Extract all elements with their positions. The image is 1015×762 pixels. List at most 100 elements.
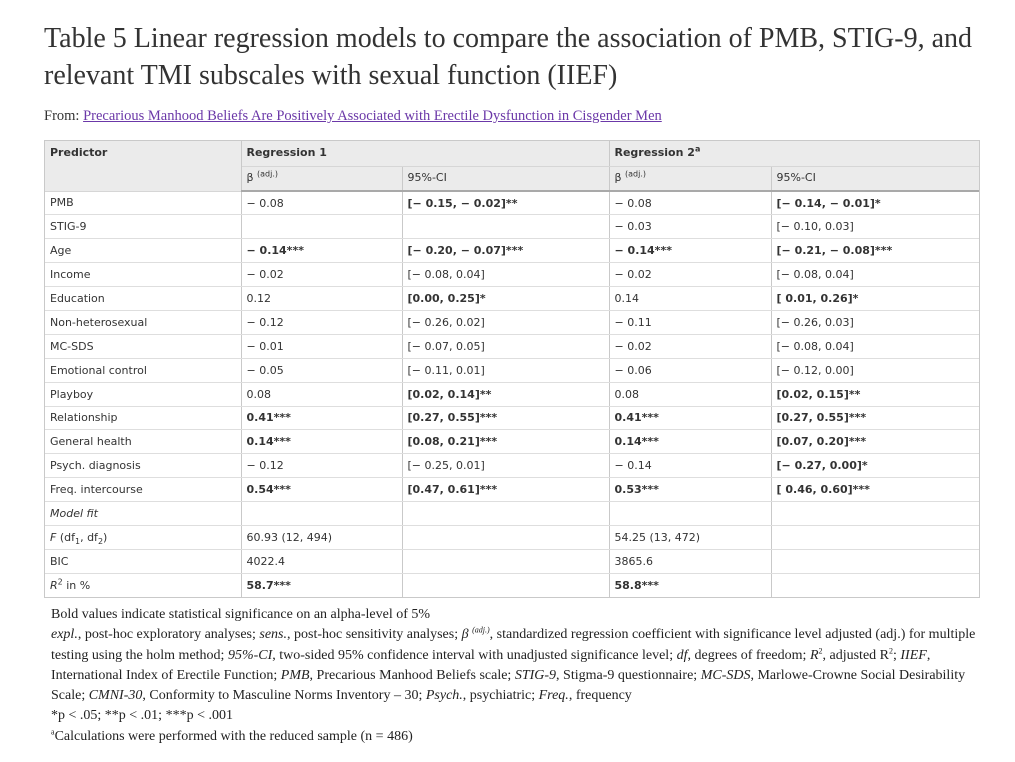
cell-predictor: BIC — [45, 549, 242, 574]
table-row: Non-heterosexual − 0.12 [− 0.26, 0.02] − 0.… — [45, 310, 979, 335]
cell-r1-ci: [− 0.07, 0.05] — [402, 334, 610, 359]
table-row: F (df1, df2) 60.93 (12, 494) 54.25 (13, 47… — [45, 525, 979, 550]
header-beta-2: β (adj.) — [609, 166, 772, 192]
table-row: Playboy 0.08 [0.02, 0.14]** 0.08 [0.02, 0.15… — [45, 382, 979, 407]
cell-r2-beta: − 0.03 — [609, 214, 772, 240]
cell-r2-beta: 58.8*** — [609, 573, 772, 598]
table-row: PMB − 0.08 [− 0.15, − 0.02]** − 0.08 [− 0.14… — [45, 191, 979, 216]
cell-r1-beta: 0.54*** — [241, 477, 403, 503]
cell-r1-beta: − 0.05 — [241, 358, 403, 383]
cell-predictor: PMB — [45, 191, 242, 216]
table-body: PMB − 0.08 [− 0.15, − 0.02]** − 0.08 [− 0.14… — [45, 191, 979, 598]
cell-r1-beta: − 0.12 — [241, 453, 403, 479]
cell-r1-beta: − 0.01 — [241, 334, 403, 359]
table-row: BIC 4022.4 3865.6 — [45, 549, 979, 574]
cell-r1-beta: − 0.02 — [241, 262, 403, 288]
cell-predictor: Age — [45, 238, 242, 264]
table-row: Age − 0.14*** [− 0.20, − 0.07]*** − 0.14***… — [45, 238, 979, 264]
significance-note: *p < .05; **p < .01; ***p < .001 — [51, 708, 233, 724]
regression-table: Predictor Regression 1 Regression 2a β (… — [44, 140, 980, 599]
table-row: Emotional control − 0.05 [− 0.11, 0.01] − 0… — [45, 358, 979, 383]
cell-r2-ci: [− 0.10, 0.03] — [771, 214, 979, 240]
cell-r1-beta: 0.41*** — [241, 406, 403, 431]
cell-r2-beta: 0.14*** — [609, 429, 772, 455]
table-row: Relationship 0.41*** [0.27, 0.55]*** 0.41**… — [45, 406, 979, 431]
cell-r2-beta: 0.53*** — [609, 477, 772, 503]
cell-r2-beta: 0.14 — [609, 286, 772, 311]
table-row: Freq. intercourse 0.54*** [0.47, 0.61]*** 0… — [45, 477, 979, 503]
cell-r2-beta: − 0.08 — [609, 191, 772, 216]
cell-predictor: Emotional control — [45, 358, 242, 383]
cell-r1-ci: [− 0.11, 0.01] — [402, 358, 610, 383]
source-line: From: Precarious Manhood Beliefs Are Pos… — [44, 108, 662, 125]
cell-r2-beta: − 0.06 — [609, 358, 772, 383]
table-title: Table 5 Linear regression models to comp… — [44, 23, 973, 91]
cell-r2-ci: [− 0.08, 0.04] — [771, 262, 979, 288]
cell-predictor: MC-SDS — [45, 334, 242, 359]
cell-predictor: Freq. intercourse — [45, 477, 242, 503]
cell-predictor: F (df1, df2) — [45, 525, 242, 550]
table-row: Model fit — [45, 501, 979, 526]
cell-r1-beta: 0.14*** — [241, 429, 403, 455]
cell-r1-ci: [− 0.08, 0.04] — [402, 262, 610, 288]
cell-r1-beta — [241, 501, 403, 526]
header-regression-1: Regression 1 — [241, 141, 610, 167]
cell-r1-beta: 0.08 — [241, 382, 403, 407]
cell-r1-ci: [− 0.15, − 0.02]** — [402, 191, 610, 216]
cell-r1-ci: [0.27, 0.55]*** — [402, 406, 610, 431]
cell-r1-ci: [0.47, 0.61]*** — [402, 477, 610, 503]
cell-r2-ci: [ 0.46, 0.60]*** — [771, 477, 979, 503]
cell-r2-ci: [− 0.21, − 0.08]*** — [771, 238, 979, 264]
table-row: R2 in % 58.7*** 58.8*** — [45, 573, 979, 598]
cell-predictor: STIG-9 — [45, 214, 242, 240]
cell-r1-ci: [− 0.20, − 0.07]*** — [402, 238, 610, 264]
cell-predictor: General health — [45, 429, 242, 455]
footnote-a: aCalculations were performed with the re… — [51, 727, 413, 744]
cell-r2-beta: − 0.14*** — [609, 238, 772, 264]
cell-r1-ci — [402, 214, 610, 240]
cell-predictor: Playboy — [45, 382, 242, 407]
bold-note: Bold values indicate statistical signifi… — [51, 607, 431, 622]
header-beta-1: β (adj.) — [241, 166, 403, 192]
cell-r1-ci — [402, 525, 610, 550]
cell-r2-beta: − 0.14 — [609, 453, 772, 479]
cell-r1-ci: [0.08, 0.21]*** — [402, 429, 610, 455]
cell-r2-ci — [771, 573, 979, 597]
cell-r1-beta: − 0.14*** — [241, 238, 403, 264]
cell-r2-ci: [0.02, 0.15]** — [771, 382, 979, 407]
cell-r2-beta — [609, 501, 772, 526]
cell-r1-beta — [241, 214, 403, 240]
cell-r2-ci: [− 0.08, 0.04] — [771, 334, 979, 359]
cell-r1-beta: − 0.12 — [241, 310, 403, 335]
cell-predictor: Education — [45, 286, 242, 311]
table-row: General health 0.14*** [0.08, 0.21]*** 0.14… — [45, 429, 979, 455]
cell-r2-ci — [771, 525, 979, 550]
cell-r2-beta: 0.08 — [609, 382, 772, 407]
cell-r1-beta: 4022.4 — [241, 549, 403, 574]
cell-r1-beta: 60.93 (12, 494) — [241, 525, 403, 550]
header-predictor: Predictor — [45, 141, 242, 192]
header-regression-2: Regression 2a — [609, 141, 979, 167]
source-article-link[interactable]: Precarious Manhood Beliefs Are Positivel… — [83, 108, 662, 124]
cell-r1-ci: [0.00, 0.25]* — [402, 286, 610, 311]
table-row: Income − 0.02 [− 0.08, 0.04] − 0.02 [− 0.08,… — [45, 262, 979, 288]
cell-r2-beta: − 0.11 — [609, 310, 772, 335]
cell-r1-ci: [− 0.25, 0.01] — [402, 453, 610, 479]
from-label: From: — [44, 108, 80, 124]
table-notes: Bold values indicate statistical signifi… — [51, 605, 991, 747]
abbreviations-note: expl., post-hoc exploratory analyses; se… — [51, 625, 976, 704]
table-row: STIG-9 − 0.03 [− 0.10, 0.03] — [45, 214, 979, 240]
cell-r2-ci: [ 0.01, 0.26]* — [771, 286, 979, 311]
cell-r1-ci: [− 0.26, 0.02] — [402, 310, 610, 335]
table-row: Psych. diagnosis − 0.12 [− 0.25, 0.01] − 0.… — [45, 453, 979, 479]
cell-r2-ci — [771, 549, 979, 574]
cell-r2-beta: − 0.02 — [609, 262, 772, 288]
cell-r1-ci — [402, 549, 610, 574]
cell-r2-ci: [− 0.27, 0.00]* — [771, 453, 979, 479]
cell-r1-ci — [402, 573, 610, 598]
cell-r1-beta: 0.12 — [241, 286, 403, 311]
cell-predictor: Income — [45, 262, 242, 288]
cell-r2-ci: [0.07, 0.20]*** — [771, 429, 979, 455]
table-row: Education 0.12 [0.00, 0.25]* 0.14[ 0.01, 0.… — [45, 286, 979, 311]
cell-r2-ci: [− 0.26, 0.03] — [771, 310, 979, 335]
